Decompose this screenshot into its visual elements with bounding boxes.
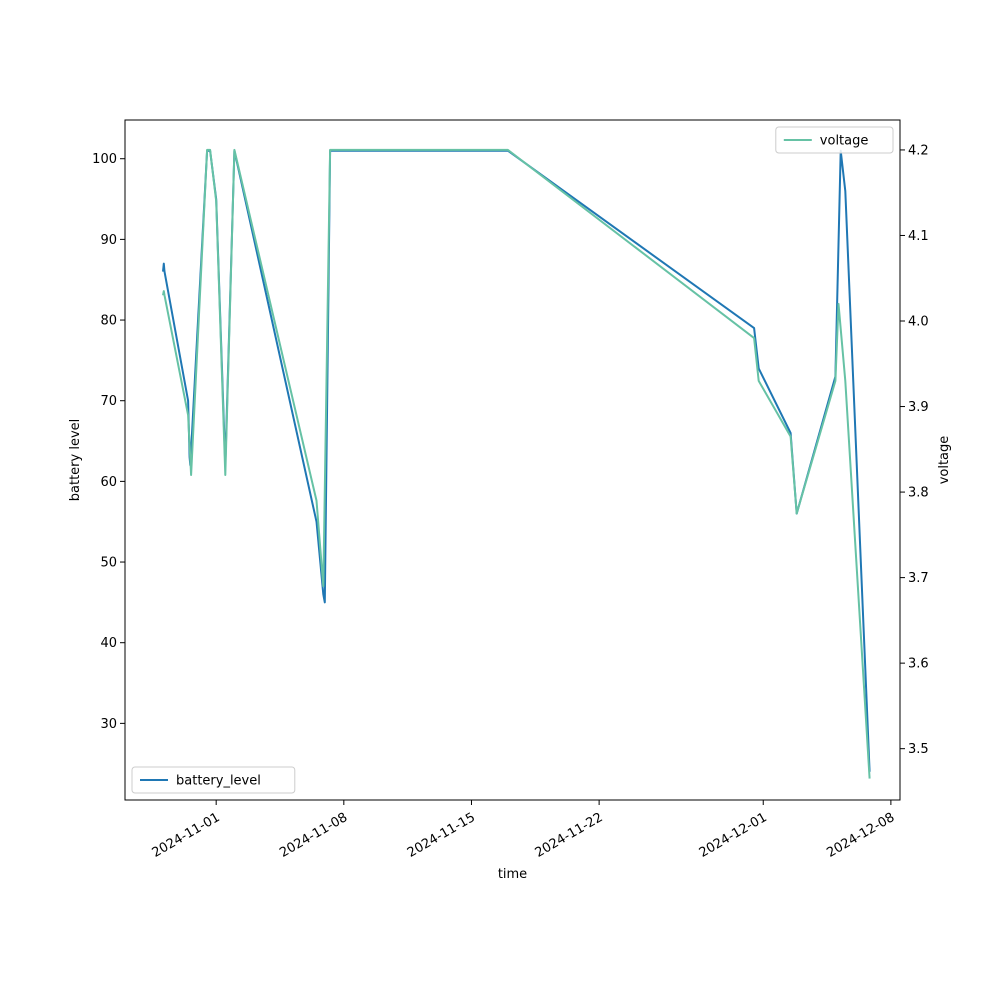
legend-voltage-label: voltage [820, 134, 869, 149]
left-y-tick-label: 90 [100, 233, 117, 248]
right-y-tick-label: 4.0 [908, 315, 929, 330]
x-tick-label: 2024-12-01 [697, 810, 770, 861]
legend-voltage-box [775, 126, 894, 154]
right-y-tick-label: 3.9 [908, 400, 929, 415]
right-y-tick-label: 3.8 [908, 486, 929, 501]
x-tick-label: 2024-11-22 [533, 810, 606, 861]
right-y-tick-label: 3.7 [908, 571, 929, 586]
right-y-tick-label: 4.2 [908, 143, 929, 158]
legend-battery-level-box [131, 766, 296, 794]
left-y-tick-label: 100 [92, 152, 117, 167]
x-tick-label: 2024-11-01 [150, 810, 223, 861]
series-line-battery-level [162, 149, 871, 772]
right-y-tick-label: 3.6 [908, 657, 929, 672]
right-y-tick-label: 4.1 [908, 229, 929, 244]
legend-battery-level-label: battery_level [176, 774, 261, 789]
left-y-tick-label: 60 [100, 475, 117, 490]
left-y-tick-label: 70 [100, 394, 117, 409]
left-y-tick-label: 50 [100, 556, 117, 571]
right-y-axis-label: voltage [937, 436, 952, 485]
x-axis-label: time [498, 867, 527, 882]
x-tick-label: 2024-12-08 [824, 810, 897, 861]
x-tick-label: 2024-11-15 [405, 810, 478, 861]
left-y-tick-label: 40 [100, 636, 117, 651]
left-y-tick-label: 80 [100, 314, 117, 329]
series-line-voltage [162, 148, 871, 779]
right-y-tick-label: 3.5 [908, 742, 929, 757]
left-y-tick-label: 30 [100, 717, 117, 732]
plot-frame [124, 119, 901, 801]
x-tick-label: 2024-11-08 [277, 810, 350, 861]
left-y-axis-label: battery level [68, 419, 83, 502]
